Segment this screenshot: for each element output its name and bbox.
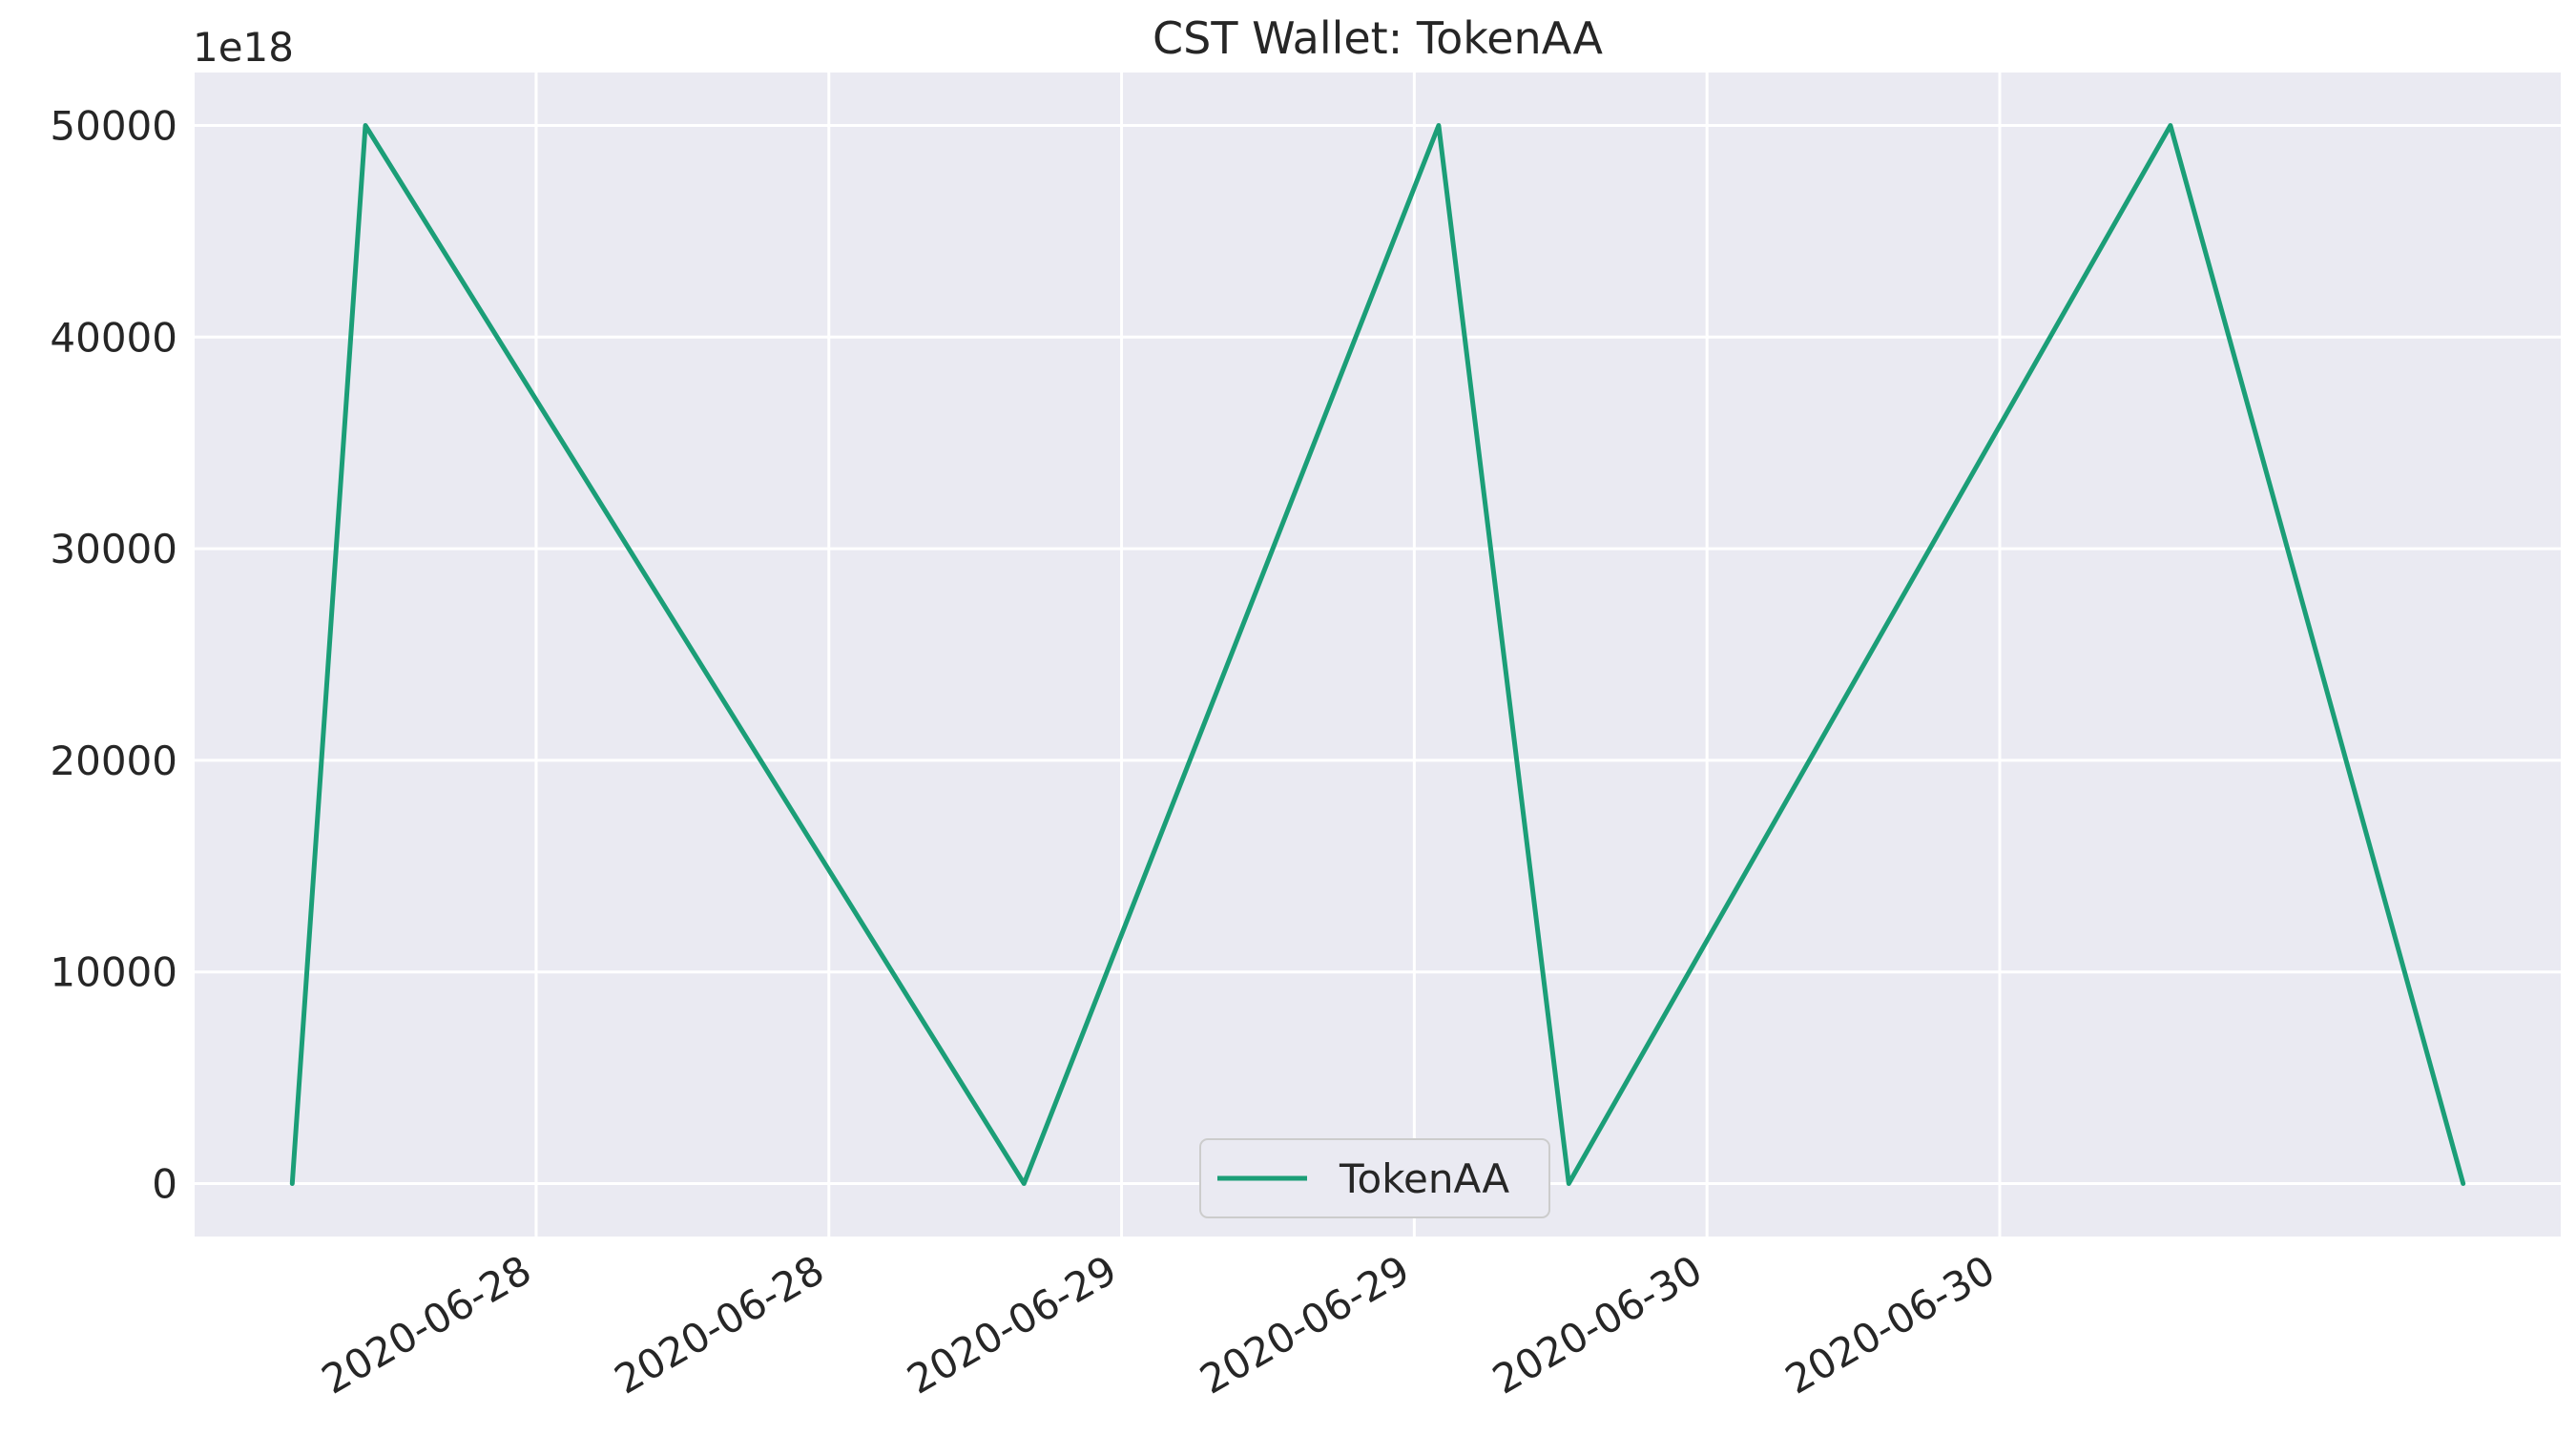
legend-label-tokenaa: TokenAA xyxy=(1339,1155,1509,1202)
series-line-tokenaa xyxy=(289,123,2466,1186)
y-tick-label: 50000 xyxy=(50,102,177,149)
x-tick-label: 2020-06-30 xyxy=(1485,1246,1710,1403)
y-tick-label: 0 xyxy=(152,1161,177,1208)
y-tick-label: 10000 xyxy=(50,949,177,996)
legend-box xyxy=(1199,1138,1550,1218)
x-tick-label: 2020-06-29 xyxy=(900,1246,1125,1403)
y-tick-label: 30000 xyxy=(50,526,177,572)
series-lines xyxy=(289,123,2466,1186)
chart-title: CST Wallet: TokenAA xyxy=(1153,12,1603,64)
x-tick-label: 2020-06-30 xyxy=(1777,1246,2003,1403)
x-gridlines xyxy=(534,73,2002,1237)
x-tick-labels: 2020-06-28 2020-06-28 2020-06-29 2020-06-29… xyxy=(314,1246,2003,1403)
x-tick-label: 2020-06-28 xyxy=(314,1246,539,1403)
y-gridlines xyxy=(195,123,2561,1186)
y-tick-label: 40000 xyxy=(50,314,177,361)
x-tick-label: 2020-06-29 xyxy=(1192,1246,1417,1403)
y-tick-label: 20000 xyxy=(50,738,177,784)
y-tick-labels: 0 10000 20000 30000 40000 50000 xyxy=(50,102,177,1207)
y-offset-label: 1e18 xyxy=(193,24,294,71)
x-tick-label: 2020-06-28 xyxy=(607,1246,832,1403)
legend: TokenAA xyxy=(1199,1138,1550,1218)
plot-background xyxy=(195,73,2561,1237)
